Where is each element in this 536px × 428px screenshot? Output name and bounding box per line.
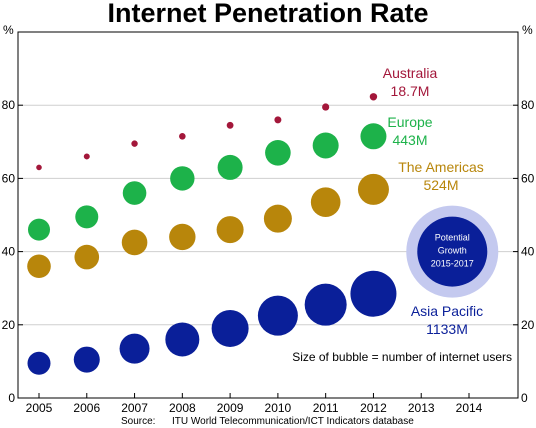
potential-growth-label-2: 2015-2017 xyxy=(431,259,474,269)
bubble-asia-pacific-2007 xyxy=(119,333,150,364)
source-label: Source: xyxy=(121,416,155,427)
series-name-asia-pacific: Asia Pacific xyxy=(411,303,483,319)
bubble-australia-2008 xyxy=(179,133,186,140)
potential-growth-bubble: Potential Growth 2015-2017 xyxy=(406,205,499,298)
x-tick-label-2011: 2011 xyxy=(313,401,339,415)
bubble-asia-pacific-2010 xyxy=(257,295,298,336)
y-unit-left: % xyxy=(3,23,14,37)
bubble-the-americas-2012 xyxy=(357,173,389,205)
bubble-the-americas-2009 xyxy=(216,216,244,244)
x-tick-label-2012: 2012 xyxy=(360,401,387,415)
bubble-europe-2010 xyxy=(265,139,291,166)
bubble-australia-2012 xyxy=(369,93,378,101)
y-tick-label-left-40: 40 xyxy=(2,245,16,259)
y-tick-label-right-40: 40 xyxy=(521,245,535,259)
y-tick-label-right-0: 0 xyxy=(521,391,528,405)
series-labels: Australia 18.7M Europe 443M The Americas 524M… xyxy=(383,65,484,337)
y-tick-label-left-60: 60 xyxy=(2,171,16,185)
y-axis-left-ticks: 0 20 40 60 80 xyxy=(2,98,23,405)
series-users-asia-pacific: 1133M xyxy=(426,321,468,337)
y-tick-label-left-0: 0 xyxy=(8,391,15,405)
bubble-europe-2011 xyxy=(312,132,339,159)
x-tick-label-2013: 2013 xyxy=(408,401,435,415)
bubble-europe-2009 xyxy=(217,154,243,180)
x-tick-label-2008: 2008 xyxy=(169,401,196,415)
data-bubbles xyxy=(27,93,397,375)
x-tick-label-2006: 2006 xyxy=(73,401,100,415)
bubble-the-americas-2005 xyxy=(27,254,51,279)
x-tick-label-2009: 2009 xyxy=(217,401,244,415)
bubble-australia-2005 xyxy=(36,164,42,171)
series-name-australia: Australia xyxy=(383,65,438,81)
bubble-europe-2012 xyxy=(360,123,387,150)
bubble-size-note: Size of bubble = number of internet user… xyxy=(292,350,512,364)
potential-growth-label-0: Potential xyxy=(435,233,470,243)
series-name-the-americas: The Americas xyxy=(398,159,484,175)
y-tick-label-right-80: 80 xyxy=(521,98,535,112)
x-axis-ticks: 2005 2006 2007 2008 2009 2010 2011 2012 2013 2014 xyxy=(26,393,483,415)
bubble-the-americas-2007 xyxy=(121,229,148,256)
y-tick-label-left-20: 20 xyxy=(2,318,16,332)
bubble-europe-2007 xyxy=(122,181,147,205)
bubble-asia-pacific-2012 xyxy=(350,270,397,317)
series-name-europe: Europe xyxy=(387,114,432,130)
bubble-asia-pacific-2011 xyxy=(304,283,347,326)
bubble-the-americas-2006 xyxy=(74,244,100,270)
chart-title: Internet Penetration Rate xyxy=(107,0,429,28)
series-users-europe: 443M xyxy=(392,132,427,148)
bubble-the-americas-2008 xyxy=(169,223,196,251)
bubble-asia-pacific-2006 xyxy=(73,346,100,373)
y-tick-label-left-80: 80 xyxy=(2,98,16,112)
plot-frame xyxy=(17,31,519,399)
gridlines xyxy=(18,104,518,326)
bubble-australia-2010 xyxy=(274,116,282,124)
bubble-asia-pacific-2009 xyxy=(211,309,249,347)
y-axis-right-ticks: 0 20 40 60 80 xyxy=(513,98,535,405)
bubble-the-americas-2011 xyxy=(310,187,341,217)
x-tick-label-2014: 2014 xyxy=(456,401,483,415)
x-tick-label-2005: 2005 xyxy=(26,401,53,415)
bubble-europe-2005 xyxy=(28,218,50,241)
bubble-australia-2007 xyxy=(131,140,138,147)
bubble-australia-2011 xyxy=(322,103,330,111)
x-tick-label-2007: 2007 xyxy=(121,401,148,415)
bubble-asia-pacific-2008 xyxy=(165,322,200,357)
series-users-the-americas: 524M xyxy=(423,177,458,193)
potential-growth-label-1: Growth xyxy=(438,246,467,256)
bubble-australia-2006 xyxy=(83,153,90,160)
potential-growth-inner xyxy=(417,216,488,287)
y-tick-label-right-20: 20 xyxy=(521,318,535,332)
y-tick-label-right-60: 60 xyxy=(521,171,535,185)
series-users-australia: 18.7M xyxy=(391,83,430,99)
bubble-europe-2006 xyxy=(75,205,99,229)
source-text: ITU World Telecommunication/ICT Indicato… xyxy=(172,416,414,427)
bubble-europe-2008 xyxy=(170,166,195,191)
bubble-the-americas-2010 xyxy=(263,204,292,233)
bubble-asia-pacific-2005 xyxy=(27,351,51,375)
bubble-australia-2009 xyxy=(226,121,234,129)
x-tick-label-2010: 2010 xyxy=(265,401,292,415)
y-unit-right: % xyxy=(522,23,533,37)
